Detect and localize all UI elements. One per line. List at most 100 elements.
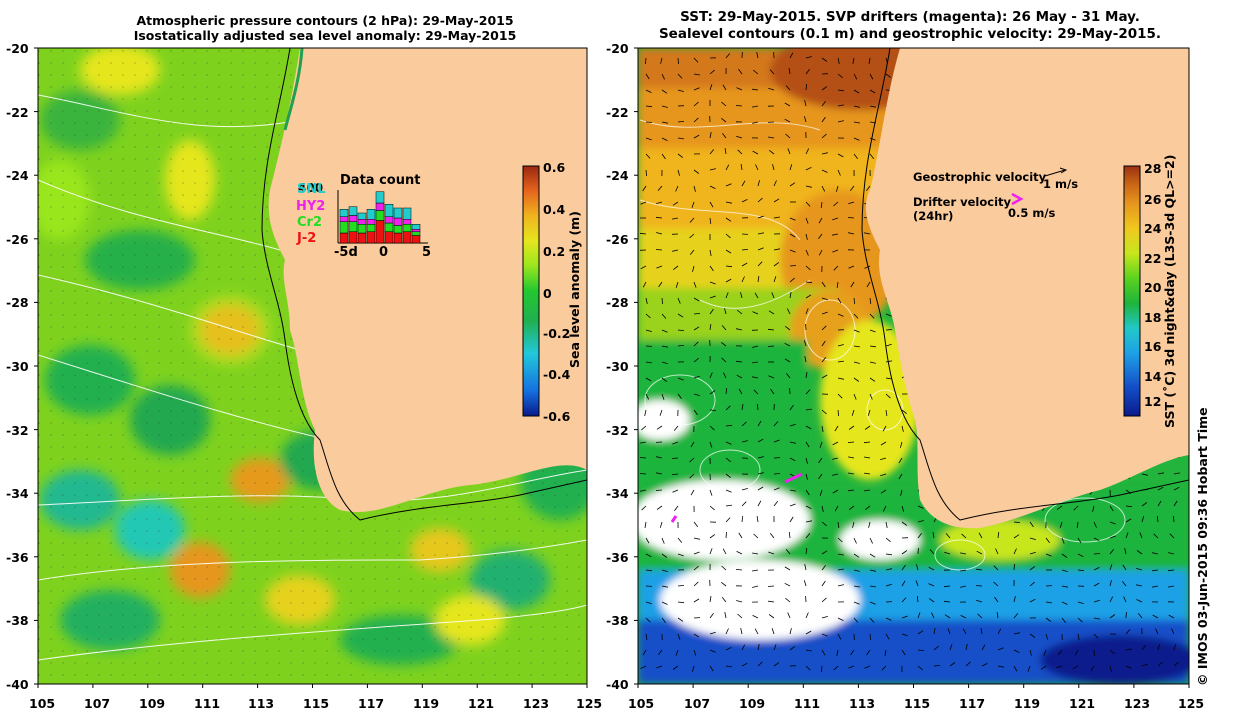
velocity-arrow — [847, 489, 855, 492]
velocity-arrow — [901, 409, 907, 415]
velocity-arrow — [677, 313, 684, 318]
data-count-bar — [357, 212, 367, 220]
velocity-arrow — [869, 137, 876, 141]
velocity-arrow — [837, 377, 844, 380]
velocity-arrow — [721, 565, 727, 571]
velocity-arrow — [993, 581, 999, 587]
velocity-arrow — [1109, 665, 1112, 672]
velocity-arrow — [693, 73, 700, 76]
velocity-arrow — [642, 649, 647, 656]
velocity-arrow — [901, 633, 908, 637]
velocity-arrow — [656, 472, 663, 475]
velocity-arrow — [725, 517, 731, 523]
velocity-arrow — [1074, 649, 1079, 656]
data-count-bar — [339, 216, 349, 222]
velocity-arrow — [805, 201, 811, 207]
velocity-arrow — [661, 105, 668, 108]
velocity-arrow — [784, 102, 791, 107]
velocity-arrow — [677, 297, 681, 304]
velocity-arrow — [641, 425, 647, 431]
velocity-arrow — [931, 612, 935, 619]
right-title-line2: Sealevel contours (0.1 m) and geostrophi… — [658, 26, 1162, 42]
velocity-arrow — [656, 456, 663, 459]
velocity-arrow — [709, 489, 713, 496]
velocity-arrow — [741, 662, 748, 667]
velocity-arrow — [741, 488, 748, 491]
velocity-arrow — [1061, 569, 1068, 572]
velocity-arrow — [818, 233, 823, 240]
velocity-arrow — [1124, 548, 1127, 555]
velocity-arrow — [1013, 632, 1020, 635]
velocity-arrow — [784, 566, 791, 571]
velocity-arrow — [1045, 537, 1050, 544]
velocity-arrow — [1109, 596, 1114, 603]
velocity-arrow — [1152, 552, 1159, 555]
velocity-arrow — [785, 549, 791, 555]
data-count-bar — [375, 210, 385, 221]
velocity-arrow — [692, 265, 695, 272]
velocity-arrow — [916, 595, 919, 603]
velocity-arrow — [1168, 552, 1175, 555]
velocity-arrow — [1109, 614, 1116, 619]
velocity-arrow — [721, 597, 727, 603]
data-count-bar — [348, 221, 358, 232]
velocity-arrow — [837, 584, 844, 587]
velocity-arrow — [645, 377, 652, 382]
velocity-arrow — [725, 292, 729, 299]
velocity-arrow — [709, 409, 717, 411]
velocity-arrow — [767, 345, 775, 347]
velocity-arrow — [834, 505, 839, 512]
velocity-arrow — [869, 553, 876, 558]
velocity-arrow — [674, 505, 679, 512]
velocity-arrow — [672, 201, 679, 206]
data-count-bar — [339, 232, 349, 244]
velocity-arrow — [818, 457, 823, 464]
velocity-arrow — [853, 345, 860, 348]
data-count-bar — [366, 231, 376, 244]
velocity-arrow — [645, 297, 648, 304]
velocity-arrow — [691, 201, 695, 208]
velocity-arrow — [788, 68, 791, 75]
sst-tick: 22 — [1144, 251, 1162, 266]
velocity-arrow — [976, 599, 983, 603]
velocity-arrow — [943, 585, 951, 588]
velocity-arrow — [1173, 644, 1176, 651]
velocity-arrow — [885, 409, 888, 416]
velocity-arrow — [805, 389, 811, 395]
velocity-arrow — [789, 182, 796, 187]
velocity-arrow — [725, 278, 732, 283]
velocity-arrow — [805, 489, 810, 496]
velocity-arrow — [672, 217, 679, 220]
velocity-arrow — [645, 73, 650, 80]
velocity-arrow — [1077, 601, 1084, 604]
velocity-arrow — [863, 441, 871, 444]
velocity-arrow — [837, 633, 842, 640]
velocity-arrow — [885, 393, 891, 399]
velocity-arrow — [736, 135, 743, 139]
velocity-arrow — [864, 456, 871, 459]
velocity-arrow — [1152, 614, 1159, 619]
velocity-arrow — [675, 281, 679, 288]
velocity-arrow — [693, 581, 699, 587]
velocity-arrow — [836, 281, 839, 288]
velocity-arrow — [724, 148, 727, 155]
sst-tick: 18 — [1144, 310, 1162, 325]
velocity-arrow — [1045, 601, 1052, 604]
velocity-arrow — [785, 325, 791, 331]
velocity-arrow — [994, 596, 999, 603]
velocity-arrow — [885, 617, 892, 621]
velocity-arrow — [932, 532, 935, 539]
data-count-bar — [339, 209, 349, 217]
velocity-arrow — [864, 425, 871, 430]
velocity-arrow — [1093, 537, 1100, 542]
velocity-arrow — [1057, 649, 1063, 656]
velocity-arrow — [672, 489, 679, 493]
data-count-bar — [366, 224, 376, 232]
velocity-arrow — [673, 265, 679, 271]
velocity-arrow — [981, 644, 986, 651]
velocity-arrow — [1123, 596, 1127, 603]
velocity-arrow — [725, 249, 732, 254]
right-x-tick: 125 — [1178, 696, 1205, 711]
velocity-arrow — [805, 83, 807, 91]
velocity-arrow — [847, 217, 855, 219]
